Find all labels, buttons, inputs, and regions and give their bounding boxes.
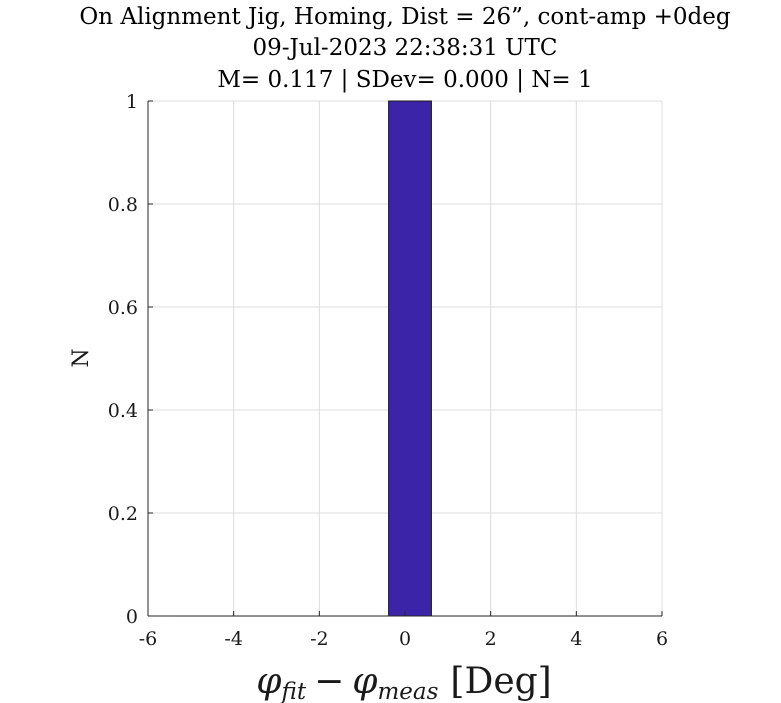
- x-tick-label-3: 0: [399, 628, 411, 650]
- x-tick-label-4: 2: [485, 628, 497, 650]
- y-tick-label-2: 0.4: [108, 400, 138, 422]
- title-line-1: On Alignment Jig, Homing, Dist = 26”, co…: [79, 4, 731, 30]
- y-axis-label: N: [69, 348, 94, 367]
- x-tick-label-2: -2: [310, 628, 329, 650]
- x-tick-label-0: -6: [139, 628, 158, 650]
- title-line-2: 09-Jul-2023 22:38:31 UTC: [253, 35, 558, 61]
- x-axis-label: φfit − φmeas [Deg]: [256, 661, 551, 703]
- x-label-minus: −: [314, 661, 344, 702]
- x-label-sub-fit: fit: [279, 679, 306, 703]
- axes: [147, 100, 663, 617]
- x-label-sub-meas: meas: [377, 679, 438, 703]
- y-tick-label-0: 0: [126, 606, 138, 628]
- y-tick-label-4: 0.8: [108, 194, 138, 216]
- y-tick-label-3: 0.6: [108, 297, 138, 319]
- y-tick-label-1: 0.2: [108, 503, 138, 525]
- histogram-bar-5: [388, 100, 432, 617]
- x-label-unit: [Deg]: [450, 661, 551, 702]
- chart-title: On Alignment Jig, Homing, Dist = 26”, co…: [79, 4, 731, 93]
- x-tick-label-5: 4: [570, 628, 582, 650]
- bars: [173, 100, 604, 617]
- x-label-phi-fit: φ: [256, 661, 282, 702]
- x-tick-label-6: 6: [656, 628, 668, 650]
- tick-labels: -6 -4 -2 0 2 4 6 0 0.2 0.4 0.6 0.8 1: [108, 91, 668, 650]
- x-label-phi-meas: φ: [352, 661, 378, 702]
- title-line-3: M= 0.117 | SDev= 0.000 | N= 1: [217, 67, 592, 93]
- y-tick-label-5: 1: [126, 91, 138, 113]
- x-tick-label-1: -4: [224, 628, 243, 650]
